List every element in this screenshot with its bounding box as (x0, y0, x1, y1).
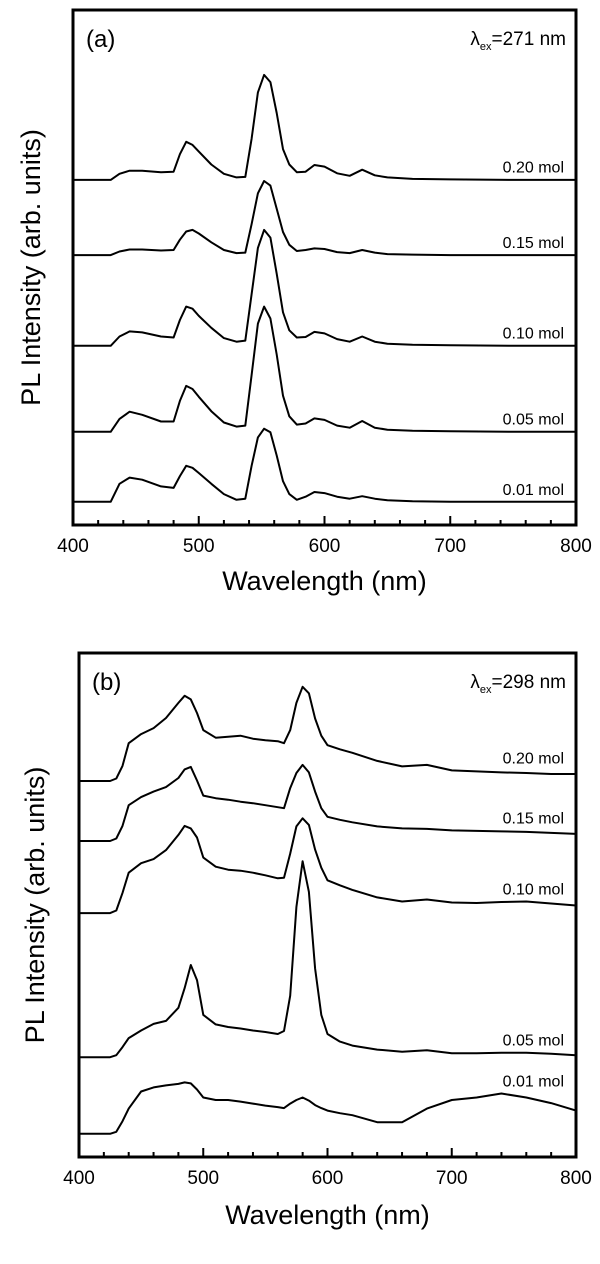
x-axis-title: Wavelength (nm) (222, 566, 427, 596)
x-tick-label: 600 (312, 1168, 344, 1189)
series-label: 0.05 mol (503, 411, 564, 428)
excitation-subscript: ex (480, 41, 492, 53)
y-axis-title: PL Intensity (arb. units) (20, 767, 50, 1044)
excitation-annotation: λex=298 nm (470, 672, 566, 696)
x-axis-title: Wavelength (nm) (225, 1200, 430, 1230)
series-label: 0.10 mol (503, 881, 564, 898)
excitation-annotation: λex=271 nm (470, 29, 566, 53)
y-axis-title: PL Intensity (arb. units) (16, 129, 46, 406)
x-tick-label: 400 (57, 536, 89, 557)
plot-frame (71, 8, 578, 527)
series-line-0-01-mol (73, 427, 576, 503)
x-tick-label: 700 (434, 536, 466, 557)
series-line-0-05-mol (73, 305, 576, 433)
x-tick-label: 500 (187, 1168, 219, 1189)
excitation-value: =271 nm (492, 29, 566, 50)
x-tick-label: 400 (63, 1168, 95, 1189)
series-line-0-01-mol (79, 1081, 577, 1135)
panel-label: (b) (92, 669, 121, 696)
x-tick-label: 800 (560, 536, 592, 557)
lambda-symbol: λ (470, 29, 480, 50)
series-label: 0.20 mol (503, 750, 564, 767)
excitation-value: =298 nm (492, 672, 566, 693)
series-label: 0.05 mol (503, 1033, 564, 1050)
series-line-0-20-mol (79, 685, 576, 782)
series-line-0-05-mol (79, 860, 577, 1059)
series-line-0-15-mol (79, 763, 577, 842)
series-label: 0.15 mol (503, 235, 564, 252)
series-label: 0.01 mol (503, 482, 564, 499)
series-line-0-20-mol (73, 73, 576, 181)
plot-frame (77, 651, 578, 1159)
series-line-0-15-mol (73, 180, 576, 257)
series-line-0-10-mol (79, 817, 577, 915)
x-tick-label: 500 (183, 536, 215, 557)
series-line-0-10-mol (73, 228, 576, 347)
panel-label: (a) (86, 26, 115, 53)
series-label: 0.10 mol (503, 325, 564, 342)
series-label: 0.20 mol (503, 159, 564, 176)
lambda-symbol: λ (470, 672, 480, 693)
x-tick-label: 600 (309, 536, 341, 557)
series-label: 0.15 mol (503, 810, 564, 827)
chart-panel-a: 400 500 600 700 800 0.20 mol 0.15 mol 0.10 mol 0… (16, 8, 592, 596)
series-label: 0.01 mol (503, 1073, 564, 1090)
chart-panel-b: 400 500 600 700 800 0.20 mol 0.15 mol 0.10 mol 0… (20, 651, 592, 1230)
x-tick-label: 800 (560, 1168, 592, 1189)
x-tick-label: 700 (436, 1168, 468, 1189)
excitation-subscript: ex (480, 684, 492, 696)
